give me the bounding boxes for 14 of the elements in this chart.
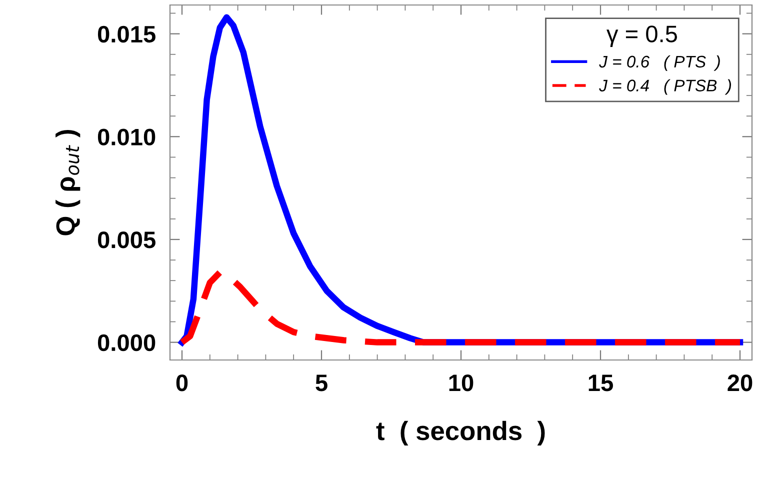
legend-title: γ = 0.5 bbox=[606, 26, 677, 47]
legend-label: J = 0.4 ( PTSB ) bbox=[599, 79, 732, 95]
legend-label: J = 0.6 ( PTS ) bbox=[599, 55, 720, 71]
y-tick-label: 0.000 bbox=[98, 334, 156, 352]
x-tick-label: 5 bbox=[316, 374, 328, 392]
y-tick-label: 0.010 bbox=[98, 128, 156, 146]
x-tick-label: 20 bbox=[728, 374, 752, 392]
y-tick-label: 0.005 bbox=[98, 232, 156, 248]
y-axis-title: Q ( ρ$_{out}$ ) bbox=[56, 130, 80, 236]
y-tick-label: 0.015 bbox=[98, 26, 156, 43]
x-tick-label: 10 bbox=[449, 374, 474, 392]
x-axis-title: t ( seconds ) bbox=[376, 420, 545, 446]
x-tick-label: 15 bbox=[588, 374, 613, 392]
x-tick-label: 0 bbox=[176, 374, 188, 392]
